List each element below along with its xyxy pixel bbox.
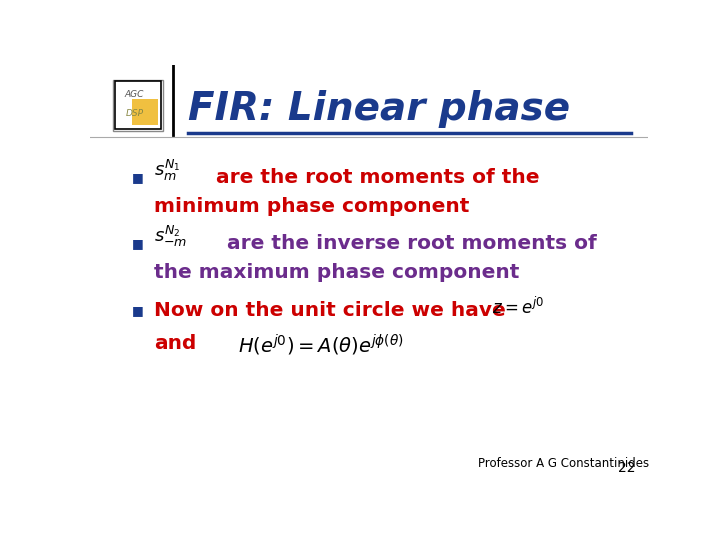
Text: $z = e^{j0}$: $z = e^{j0}$ xyxy=(492,296,544,318)
Text: ■: ■ xyxy=(132,237,143,250)
FancyBboxPatch shape xyxy=(115,82,161,129)
Text: AGC: AGC xyxy=(125,90,144,99)
FancyBboxPatch shape xyxy=(132,99,158,125)
Text: FIR: Linear phase: FIR: Linear phase xyxy=(188,90,570,129)
Text: 22: 22 xyxy=(618,461,636,475)
Text: $s_{-m}^{N_2}$: $s_{-m}^{N_2}$ xyxy=(154,224,187,248)
Text: the maximum phase component: the maximum phase component xyxy=(154,263,520,282)
Text: $H(e^{j0}) = A(\theta)e^{j\phi(\theta)}$: $H(e^{j0}) = A(\theta)e^{j\phi(\theta)}$ xyxy=(238,333,404,358)
FancyBboxPatch shape xyxy=(113,80,163,131)
Text: minimum phase component: minimum phase component xyxy=(154,197,469,215)
Text: are the inverse root moments of: are the inverse root moments of xyxy=(227,234,596,253)
Text: ■: ■ xyxy=(132,305,143,318)
Text: are the root moments of the: are the root moments of the xyxy=(215,168,539,187)
Text: ■: ■ xyxy=(132,171,143,184)
Text: DSP: DSP xyxy=(125,110,143,118)
Text: and: and xyxy=(154,334,197,353)
Text: Now on the unit circle we have: Now on the unit circle we have xyxy=(154,301,506,320)
Text: Professor A G Constantinides: Professor A G Constantinides xyxy=(478,457,649,470)
Text: $s_m^{N_1}$: $s_m^{N_1}$ xyxy=(154,158,181,183)
